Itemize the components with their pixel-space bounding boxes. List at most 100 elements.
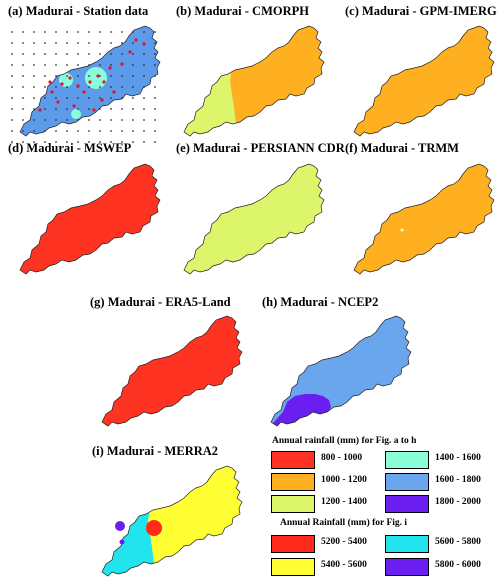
grid-dot: [33, 75, 35, 77]
station-marker: [88, 80, 92, 84]
grid-dot: [132, 119, 134, 121]
station-marker: [56, 100, 60, 104]
grid-dot: [143, 141, 145, 143]
grid-dot: [77, 53, 79, 55]
map-d-mswep: [19, 163, 161, 275]
grid-dot: [88, 97, 90, 99]
station-marker: [38, 108, 42, 112]
legend-swatch: [271, 473, 315, 491]
grid-dot: [143, 53, 145, 55]
grid-dot: [121, 75, 123, 77]
legend-label: 5200 - 5400: [321, 537, 367, 547]
grid-dot: [77, 141, 79, 143]
grid-dot: [121, 97, 123, 99]
legend-i-title: Annual Rainfall (mm) for Fig. i: [280, 518, 408, 528]
station-marker: [68, 76, 72, 80]
grid-dot: [66, 31, 68, 33]
station-marker: [102, 80, 106, 84]
legend-label: 1200 - 1400: [321, 497, 367, 507]
grid-dot: [22, 64, 24, 66]
legend-label: 5600 - 5800: [435, 537, 481, 547]
grid-dot: [66, 141, 68, 143]
grid-dot: [121, 141, 123, 143]
grid-dot: [110, 64, 112, 66]
panel-g-title: (g) Madurai - ERA5-Land: [90, 295, 231, 309]
grid-dot: [77, 97, 79, 99]
station-marker: [92, 108, 96, 112]
grid-dot: [143, 108, 145, 110]
grid-dot: [99, 130, 101, 132]
grid-dot: [88, 130, 90, 132]
grid-dot: [132, 75, 134, 77]
grid-dot: [11, 53, 13, 55]
map-c-gpm-imerg: [353, 25, 495, 137]
grid-dot: [88, 31, 90, 33]
merra-purple-cell: [115, 521, 125, 531]
grid-dot: [66, 53, 68, 55]
panel-b-title: (b) Madurai - CMORPH: [176, 4, 309, 18]
grid-dot: [33, 130, 35, 132]
station-marker: [108, 66, 112, 70]
legend-swatch: [385, 558, 429, 576]
grid-dot: [55, 53, 57, 55]
grid-dot: [99, 53, 101, 55]
grid-dot: [121, 108, 123, 110]
grid-dot: [55, 64, 57, 66]
grid-dot: [44, 108, 46, 110]
legend-a-h-title: Annual rainfall (mm) for Fig. a to h: [272, 436, 417, 446]
station-marker: [100, 98, 104, 102]
grid-dot: [110, 97, 112, 99]
grid-dot: [121, 130, 123, 132]
grid-dot: [77, 119, 79, 121]
station-marker: [60, 82, 64, 86]
grid-dot: [154, 53, 156, 55]
grid-dot: [33, 53, 35, 55]
legend-swatch: [271, 558, 315, 576]
grid-dot: [154, 64, 156, 66]
grid-dot: [110, 75, 112, 77]
grid-dot: [132, 130, 134, 132]
grid-dot: [110, 86, 112, 88]
hotspot-2: [71, 109, 81, 119]
grid-dot: [22, 97, 24, 99]
grid-dot: [154, 97, 156, 99]
district-outline: [183, 163, 325, 275]
district-outline: [19, 163, 161, 275]
grid-dot: [99, 97, 101, 99]
map-b-cmorph: [183, 25, 325, 137]
grid-dot: [88, 119, 90, 121]
grid-dot: [66, 119, 68, 121]
grid-dot: [143, 75, 145, 77]
grid-dot: [44, 64, 46, 66]
grid-dot: [44, 42, 46, 44]
grid-dot: [22, 141, 24, 143]
legend-swatch: [271, 535, 315, 553]
grid-dot: [88, 53, 90, 55]
grid-dot: [110, 119, 112, 121]
grid-dot: [154, 119, 156, 121]
panel-f-title: (f) Madurai - TRMM: [345, 141, 459, 155]
station-marker: [134, 38, 138, 42]
station-marker: [112, 90, 116, 94]
grid-dot: [110, 141, 112, 143]
station-marker: [120, 62, 124, 66]
grid-dot: [66, 86, 68, 88]
station-marker: [128, 50, 132, 54]
grid-dot: [11, 141, 13, 143]
grid-dot: [66, 97, 68, 99]
grid-dot: [77, 31, 79, 33]
panel-e-title: (e) Madurai - PERSIANN CDR: [176, 141, 345, 155]
grid-dot: [88, 42, 90, 44]
grid-dot: [132, 31, 134, 33]
grid-dot: [55, 130, 57, 132]
grid-dot: [44, 97, 46, 99]
grid-dot: [11, 31, 13, 33]
grid-dot: [132, 64, 134, 66]
merra-purple-cell-small: [119, 539, 125, 545]
grid-dot: [33, 42, 35, 44]
legend-swatch: [385, 451, 429, 469]
grid-dot: [77, 42, 79, 44]
map-f-trmm: [353, 163, 495, 275]
grid-dot: [77, 64, 79, 66]
grid-dot: [22, 53, 24, 55]
